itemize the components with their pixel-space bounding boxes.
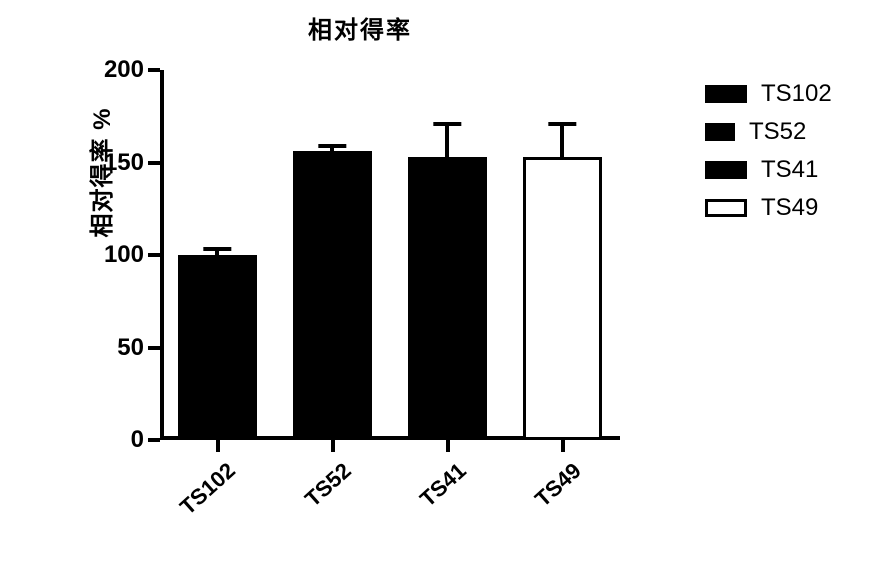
chart-title: 相对得率 — [40, 10, 680, 45]
x-tick — [216, 440, 220, 452]
legend-item: TS52 — [705, 118, 832, 146]
plot-area: 050100150200TS102TS52TS41TS49 — [160, 70, 620, 440]
bar — [293, 151, 371, 440]
legend-swatch — [705, 199, 747, 217]
x-tick — [331, 440, 335, 452]
x-tick — [561, 440, 565, 452]
legend-item: TS102 — [705, 80, 832, 108]
legend-swatch — [705, 161, 747, 179]
error-bar — [445, 124, 449, 157]
y-tick — [148, 68, 160, 72]
y-tick-label: 150 — [104, 149, 144, 177]
y-tick — [148, 253, 160, 257]
x-tick — [446, 440, 450, 452]
error-cap — [549, 122, 576, 126]
bar-group — [523, 70, 601, 440]
bar-group — [293, 70, 371, 440]
y-tick — [148, 161, 160, 165]
y-tick-label: 0 — [131, 426, 144, 454]
bar — [408, 157, 486, 440]
error-cap — [319, 144, 346, 148]
y-tick — [148, 438, 160, 442]
bar-chart: 相对得率 相对得率 % 050100150200TS102TS52TS41TS4… — [40, 10, 680, 560]
y-tick-label: 50 — [117, 334, 144, 362]
bar — [523, 157, 601, 440]
y-tick-label: 200 — [104, 56, 144, 84]
legend-label: TS52 — [749, 118, 806, 146]
bar — [178, 255, 256, 440]
x-tick-label: TS41 — [415, 458, 471, 513]
y-tick-label: 100 — [104, 241, 144, 269]
x-tick-label: TS49 — [530, 458, 586, 513]
legend-label: TS49 — [761, 194, 818, 222]
y-axis — [160, 70, 164, 440]
error-cap — [434, 122, 461, 126]
legend-item: TS49 — [705, 194, 832, 222]
error-cap — [204, 247, 231, 251]
legend-swatch — [705, 123, 735, 141]
y-tick — [148, 346, 160, 350]
legend: TS102 TS52 TS41 TS49 — [705, 80, 832, 232]
error-bar — [560, 124, 564, 157]
legend-label: TS41 — [761, 156, 818, 184]
bar-group — [178, 70, 256, 440]
legend-swatch — [705, 85, 747, 103]
x-tick-label: TS102 — [175, 458, 241, 521]
bar-group — [408, 70, 486, 440]
legend-label: TS102 — [761, 80, 832, 108]
x-tick-label: TS52 — [300, 458, 356, 513]
legend-item: TS41 — [705, 156, 832, 184]
